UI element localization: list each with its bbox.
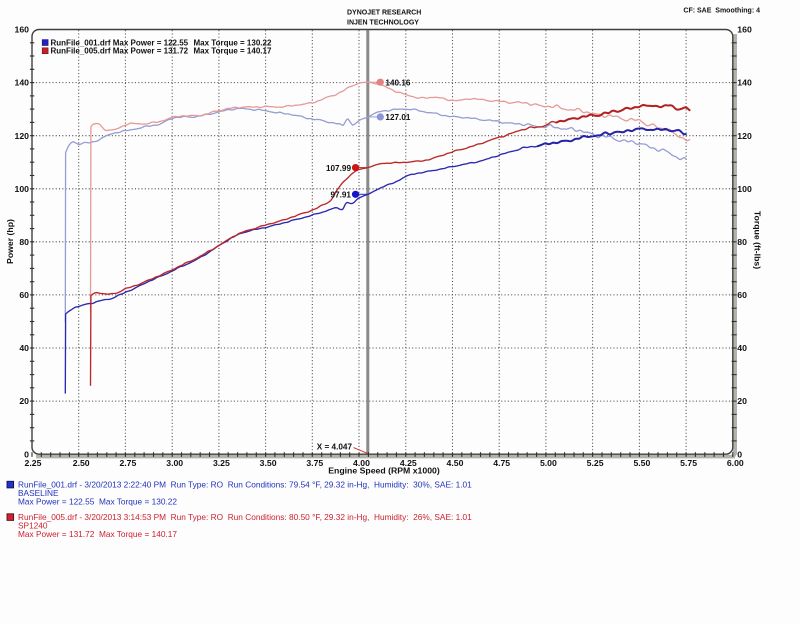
svg-text:140: 140: [737, 78, 752, 88]
svg-text:RunFile_005.drf - 3/20/2013 3:: RunFile_005.drf - 3/20/2013 3:14:53 PM R…: [18, 512, 472, 522]
svg-text:Torque (ft-lbs): Torque (ft-lbs): [752, 211, 762, 269]
svg-text:4.00: 4.00: [353, 458, 370, 468]
svg-text:4.75: 4.75: [493, 458, 510, 468]
svg-text:80: 80: [737, 237, 747, 247]
svg-text:6.00: 6.00: [727, 458, 744, 468]
svg-text:60: 60: [19, 290, 29, 300]
svg-text:BASELINE: BASELINE: [18, 488, 59, 498]
svg-text:5.25: 5.25: [587, 458, 604, 468]
svg-text:Max Torque = 140.17: Max Torque = 140.17: [194, 47, 272, 56]
svg-text:SP1240: SP1240: [18, 521, 48, 531]
svg-text:160: 160: [15, 25, 30, 35]
svg-text:Max Power = 131.72 Max Torque: Max Power = 131.72 Max Torque = 140.17: [18, 529, 177, 539]
svg-text:100: 100: [737, 184, 752, 194]
svg-text:3.50: 3.50: [260, 458, 277, 468]
svg-text:140: 140: [15, 78, 30, 88]
svg-text:120: 120: [15, 131, 30, 141]
svg-text:97.91: 97.91: [331, 191, 352, 200]
svg-text:Max Torque = 130.22: Max Torque = 130.22: [194, 38, 272, 47]
svg-text:100: 100: [15, 184, 30, 194]
svg-text:RunFile_001.drf Max Power = 12: RunFile_001.drf Max Power = 122.55: [51, 38, 189, 47]
svg-text:20: 20: [19, 396, 29, 406]
svg-text:INJEN TECHNOLOGY: INJEN TECHNOLOGY: [347, 19, 419, 26]
svg-text:160: 160: [737, 25, 752, 35]
svg-text:RunFile_001.drf - 3/20/2013 2:: RunFile_001.drf - 3/20/2013 2:22:40 PM R…: [18, 480, 472, 490]
svg-text:5.00: 5.00: [540, 458, 557, 468]
svg-text:Power (hp): Power (hp): [5, 219, 15, 264]
svg-text:Max Power = 122.55 Max Torque: Max Power = 122.55 Max Torque = 130.22: [18, 497, 177, 507]
svg-text:107.99: 107.99: [326, 164, 351, 173]
svg-text:X = 4.047: X = 4.047: [317, 443, 353, 452]
svg-text:CF: SAE Smoothing: 4: CF: SAE Smoothing: 4: [683, 7, 760, 14]
svg-text:120: 120: [737, 131, 752, 141]
svg-text:3.25: 3.25: [213, 458, 230, 468]
svg-text:5.75: 5.75: [680, 458, 697, 468]
svg-text:RunFile_005.drf Max Power = 13: RunFile_005.drf Max Power = 131.72: [51, 47, 189, 56]
svg-text:4.50: 4.50: [447, 458, 464, 468]
svg-text:4.25: 4.25: [400, 458, 417, 468]
svg-text:2.25: 2.25: [25, 458, 42, 468]
svg-text:2.50: 2.50: [73, 458, 90, 468]
svg-text:40: 40: [737, 343, 747, 353]
svg-text:2.75: 2.75: [119, 458, 136, 468]
svg-text:0: 0: [737, 449, 742, 459]
svg-text:3.00: 3.00: [166, 458, 183, 468]
svg-text:127.01: 127.01: [385, 113, 410, 122]
svg-text:5.50: 5.50: [633, 458, 650, 468]
svg-text:0: 0: [24, 449, 29, 459]
svg-text:20: 20: [737, 396, 747, 406]
svg-text:40: 40: [19, 343, 29, 353]
svg-text:DYNOJET RESEARCH: DYNOJET RESEARCH: [347, 10, 421, 17]
svg-text:3.75: 3.75: [306, 458, 323, 468]
svg-text:80: 80: [19, 237, 29, 247]
svg-text:140.16: 140.16: [385, 78, 410, 87]
svg-text:60: 60: [737, 290, 747, 300]
svg-text:Engine Speed (RPM x1000): Engine Speed (RPM x1000): [328, 465, 440, 475]
